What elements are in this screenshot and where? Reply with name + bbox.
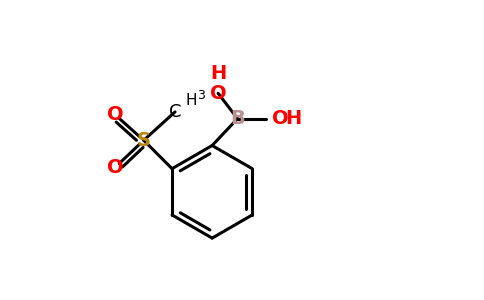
Text: O: O [272, 109, 288, 128]
Text: C: C [169, 103, 182, 121]
Text: O: O [210, 84, 227, 103]
Text: O: O [107, 158, 123, 177]
Text: O: O [107, 105, 123, 124]
Text: 3: 3 [197, 89, 205, 102]
Text: S: S [136, 131, 151, 150]
Text: B: B [230, 109, 245, 128]
Text: H: H [185, 93, 197, 108]
Text: H: H [285, 109, 302, 128]
Text: H: H [210, 64, 226, 83]
